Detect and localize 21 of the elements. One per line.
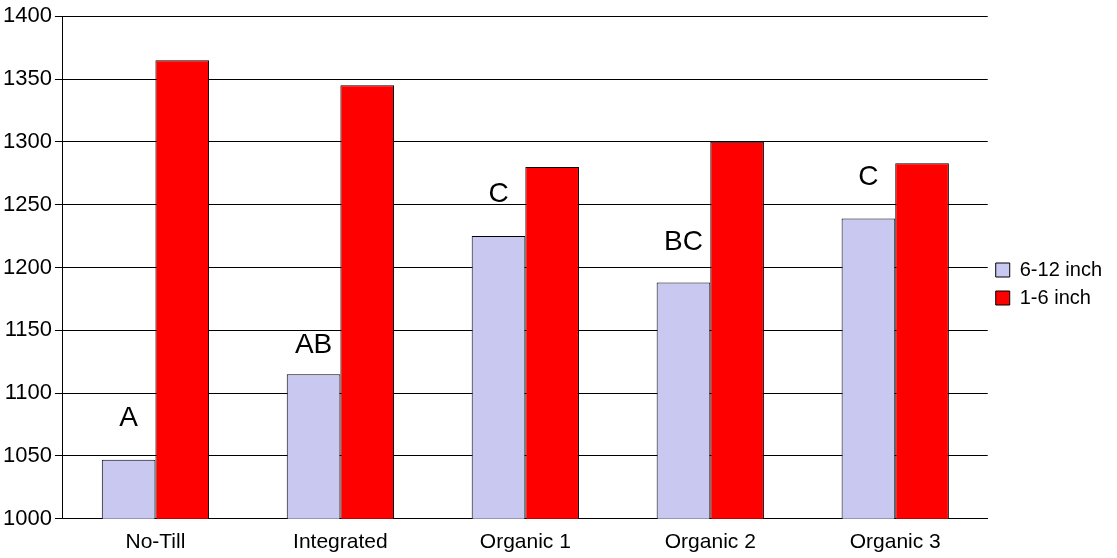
y-tick-label: 1300 [2, 127, 52, 153]
x-tick-label: Integrated [293, 529, 388, 553]
y-tick-label: 1250 [2, 190, 52, 216]
annotation: C [858, 159, 879, 191]
y-tick-label: 1000 [2, 504, 52, 530]
legend-label: 1-6 inch [1019, 285, 1091, 308]
annotation: A [119, 401, 139, 432]
x-tick-label: Organic 2 [664, 529, 756, 553]
annotation: C [488, 177, 509, 209]
annotation: BC [664, 225, 703, 257]
y-tick-label: 1150 [4, 316, 52, 342]
y-tick-label: 1350 [2, 65, 52, 91]
y-tick-label: 1100 [4, 379, 52, 405]
x-tick-label: Organic 3 [849, 529, 941, 553]
x-tick-label: No-Till [125, 529, 186, 553]
annotation: AB [294, 328, 333, 360]
y-tick-label: 1200 [2, 253, 52, 279]
y-tick-label: 1400 [2, 2, 52, 28]
x-tick-label: Organic 1 [479, 529, 571, 553]
y-tick-label: 1050 [2, 442, 52, 468]
legend-label: 6-12 inch [1019, 257, 1103, 280]
